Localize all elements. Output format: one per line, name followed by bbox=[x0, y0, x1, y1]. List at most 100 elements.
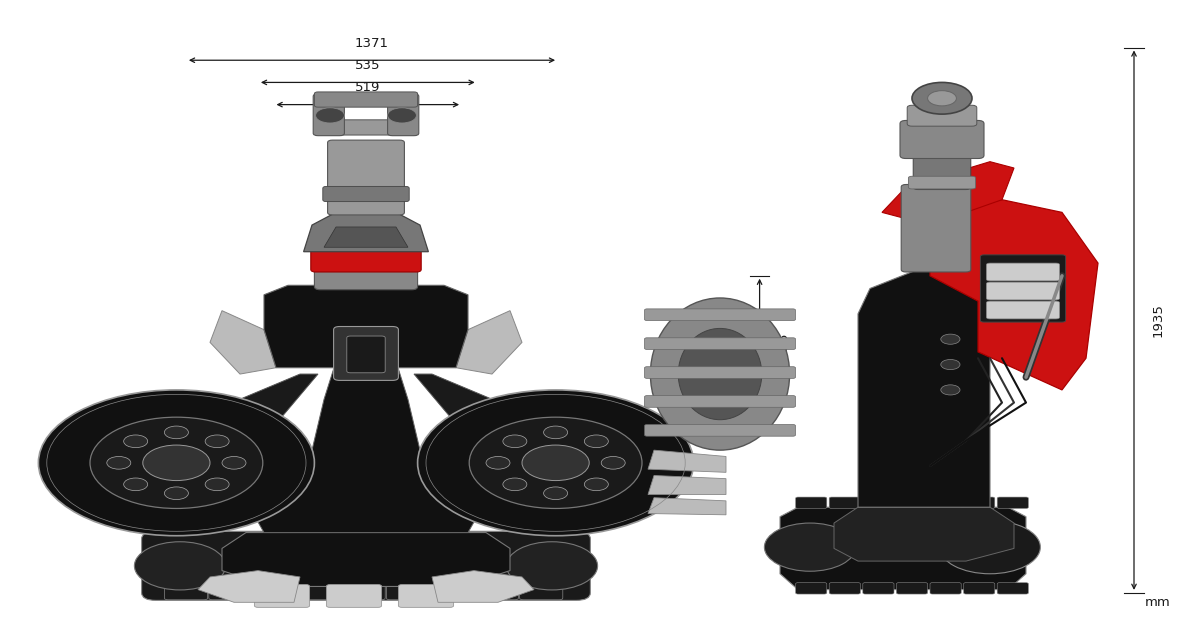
Circle shape bbox=[941, 385, 960, 395]
Circle shape bbox=[469, 417, 642, 508]
Circle shape bbox=[124, 435, 148, 448]
FancyBboxPatch shape bbox=[980, 255, 1066, 322]
Polygon shape bbox=[432, 571, 534, 602]
FancyBboxPatch shape bbox=[913, 153, 971, 190]
Polygon shape bbox=[648, 450, 726, 472]
Circle shape bbox=[503, 435, 527, 448]
Circle shape bbox=[164, 487, 188, 500]
Polygon shape bbox=[264, 285, 468, 368]
FancyBboxPatch shape bbox=[829, 583, 860, 594]
Circle shape bbox=[601, 456, 625, 469]
Circle shape bbox=[107, 456, 131, 469]
Circle shape bbox=[503, 478, 527, 491]
Circle shape bbox=[164, 426, 188, 439]
Polygon shape bbox=[414, 374, 628, 482]
FancyBboxPatch shape bbox=[253, 585, 296, 600]
FancyBboxPatch shape bbox=[314, 255, 418, 290]
Circle shape bbox=[205, 435, 229, 448]
FancyBboxPatch shape bbox=[298, 585, 341, 600]
Polygon shape bbox=[198, 571, 300, 602]
Circle shape bbox=[418, 390, 694, 536]
FancyBboxPatch shape bbox=[254, 585, 310, 607]
FancyBboxPatch shape bbox=[930, 497, 961, 508]
Circle shape bbox=[90, 417, 263, 508]
Text: 426: 426 bbox=[778, 333, 791, 358]
Circle shape bbox=[584, 478, 608, 491]
Circle shape bbox=[486, 456, 510, 469]
Polygon shape bbox=[246, 361, 486, 533]
Polygon shape bbox=[210, 311, 276, 374]
Polygon shape bbox=[648, 498, 726, 515]
FancyBboxPatch shape bbox=[986, 263, 1060, 281]
FancyBboxPatch shape bbox=[326, 585, 382, 607]
Polygon shape bbox=[648, 476, 726, 495]
FancyBboxPatch shape bbox=[328, 140, 404, 215]
Circle shape bbox=[143, 445, 210, 481]
Polygon shape bbox=[104, 374, 318, 482]
Text: 1935: 1935 bbox=[1152, 303, 1165, 337]
Polygon shape bbox=[304, 212, 428, 252]
FancyBboxPatch shape bbox=[796, 497, 827, 508]
FancyBboxPatch shape bbox=[520, 585, 563, 600]
FancyBboxPatch shape bbox=[907, 105, 977, 126]
FancyBboxPatch shape bbox=[314, 120, 418, 135]
FancyBboxPatch shape bbox=[386, 585, 430, 600]
Circle shape bbox=[941, 334, 960, 344]
Circle shape bbox=[764, 523, 856, 571]
Circle shape bbox=[940, 521, 1040, 574]
FancyBboxPatch shape bbox=[313, 94, 344, 136]
FancyBboxPatch shape bbox=[644, 425, 796, 436]
FancyBboxPatch shape bbox=[986, 301, 1060, 319]
FancyBboxPatch shape bbox=[900, 120, 984, 158]
Circle shape bbox=[941, 359, 960, 370]
Circle shape bbox=[388, 108, 416, 123]
FancyBboxPatch shape bbox=[431, 585, 474, 600]
Circle shape bbox=[222, 456, 246, 469]
Circle shape bbox=[124, 478, 148, 491]
Circle shape bbox=[584, 435, 608, 448]
Polygon shape bbox=[780, 507, 1026, 590]
FancyBboxPatch shape bbox=[398, 585, 454, 607]
FancyBboxPatch shape bbox=[997, 583, 1028, 594]
Circle shape bbox=[316, 108, 344, 123]
FancyBboxPatch shape bbox=[986, 282, 1060, 300]
FancyBboxPatch shape bbox=[829, 497, 860, 508]
FancyBboxPatch shape bbox=[388, 94, 419, 136]
Circle shape bbox=[522, 445, 589, 481]
FancyBboxPatch shape bbox=[930, 583, 961, 594]
Circle shape bbox=[205, 478, 229, 491]
FancyBboxPatch shape bbox=[644, 309, 796, 321]
FancyBboxPatch shape bbox=[964, 583, 995, 594]
Circle shape bbox=[544, 487, 568, 500]
FancyBboxPatch shape bbox=[142, 531, 590, 600]
Polygon shape bbox=[456, 311, 522, 374]
FancyBboxPatch shape bbox=[164, 585, 208, 600]
FancyBboxPatch shape bbox=[908, 176, 976, 189]
Circle shape bbox=[38, 390, 314, 536]
FancyBboxPatch shape bbox=[323, 186, 409, 202]
FancyBboxPatch shape bbox=[644, 338, 796, 349]
Ellipse shape bbox=[678, 328, 762, 420]
FancyBboxPatch shape bbox=[863, 497, 894, 508]
FancyBboxPatch shape bbox=[896, 497, 928, 508]
Text: 535: 535 bbox=[355, 59, 380, 72]
Circle shape bbox=[928, 91, 956, 106]
FancyBboxPatch shape bbox=[644, 366, 796, 378]
Text: 519: 519 bbox=[355, 81, 380, 94]
FancyBboxPatch shape bbox=[964, 497, 995, 508]
FancyBboxPatch shape bbox=[901, 184, 971, 272]
FancyBboxPatch shape bbox=[209, 585, 252, 600]
FancyBboxPatch shape bbox=[311, 249, 421, 272]
Circle shape bbox=[912, 82, 972, 114]
Text: 1371: 1371 bbox=[355, 37, 389, 50]
Polygon shape bbox=[834, 507, 1014, 561]
Text: KOMATSU: KOMATSU bbox=[1003, 288, 1037, 293]
FancyBboxPatch shape bbox=[997, 497, 1028, 508]
Polygon shape bbox=[858, 269, 990, 507]
FancyBboxPatch shape bbox=[334, 327, 398, 380]
FancyBboxPatch shape bbox=[342, 585, 385, 600]
Circle shape bbox=[544, 426, 568, 439]
Circle shape bbox=[506, 541, 598, 590]
Text: mm: mm bbox=[1145, 595, 1170, 609]
FancyBboxPatch shape bbox=[347, 336, 385, 373]
